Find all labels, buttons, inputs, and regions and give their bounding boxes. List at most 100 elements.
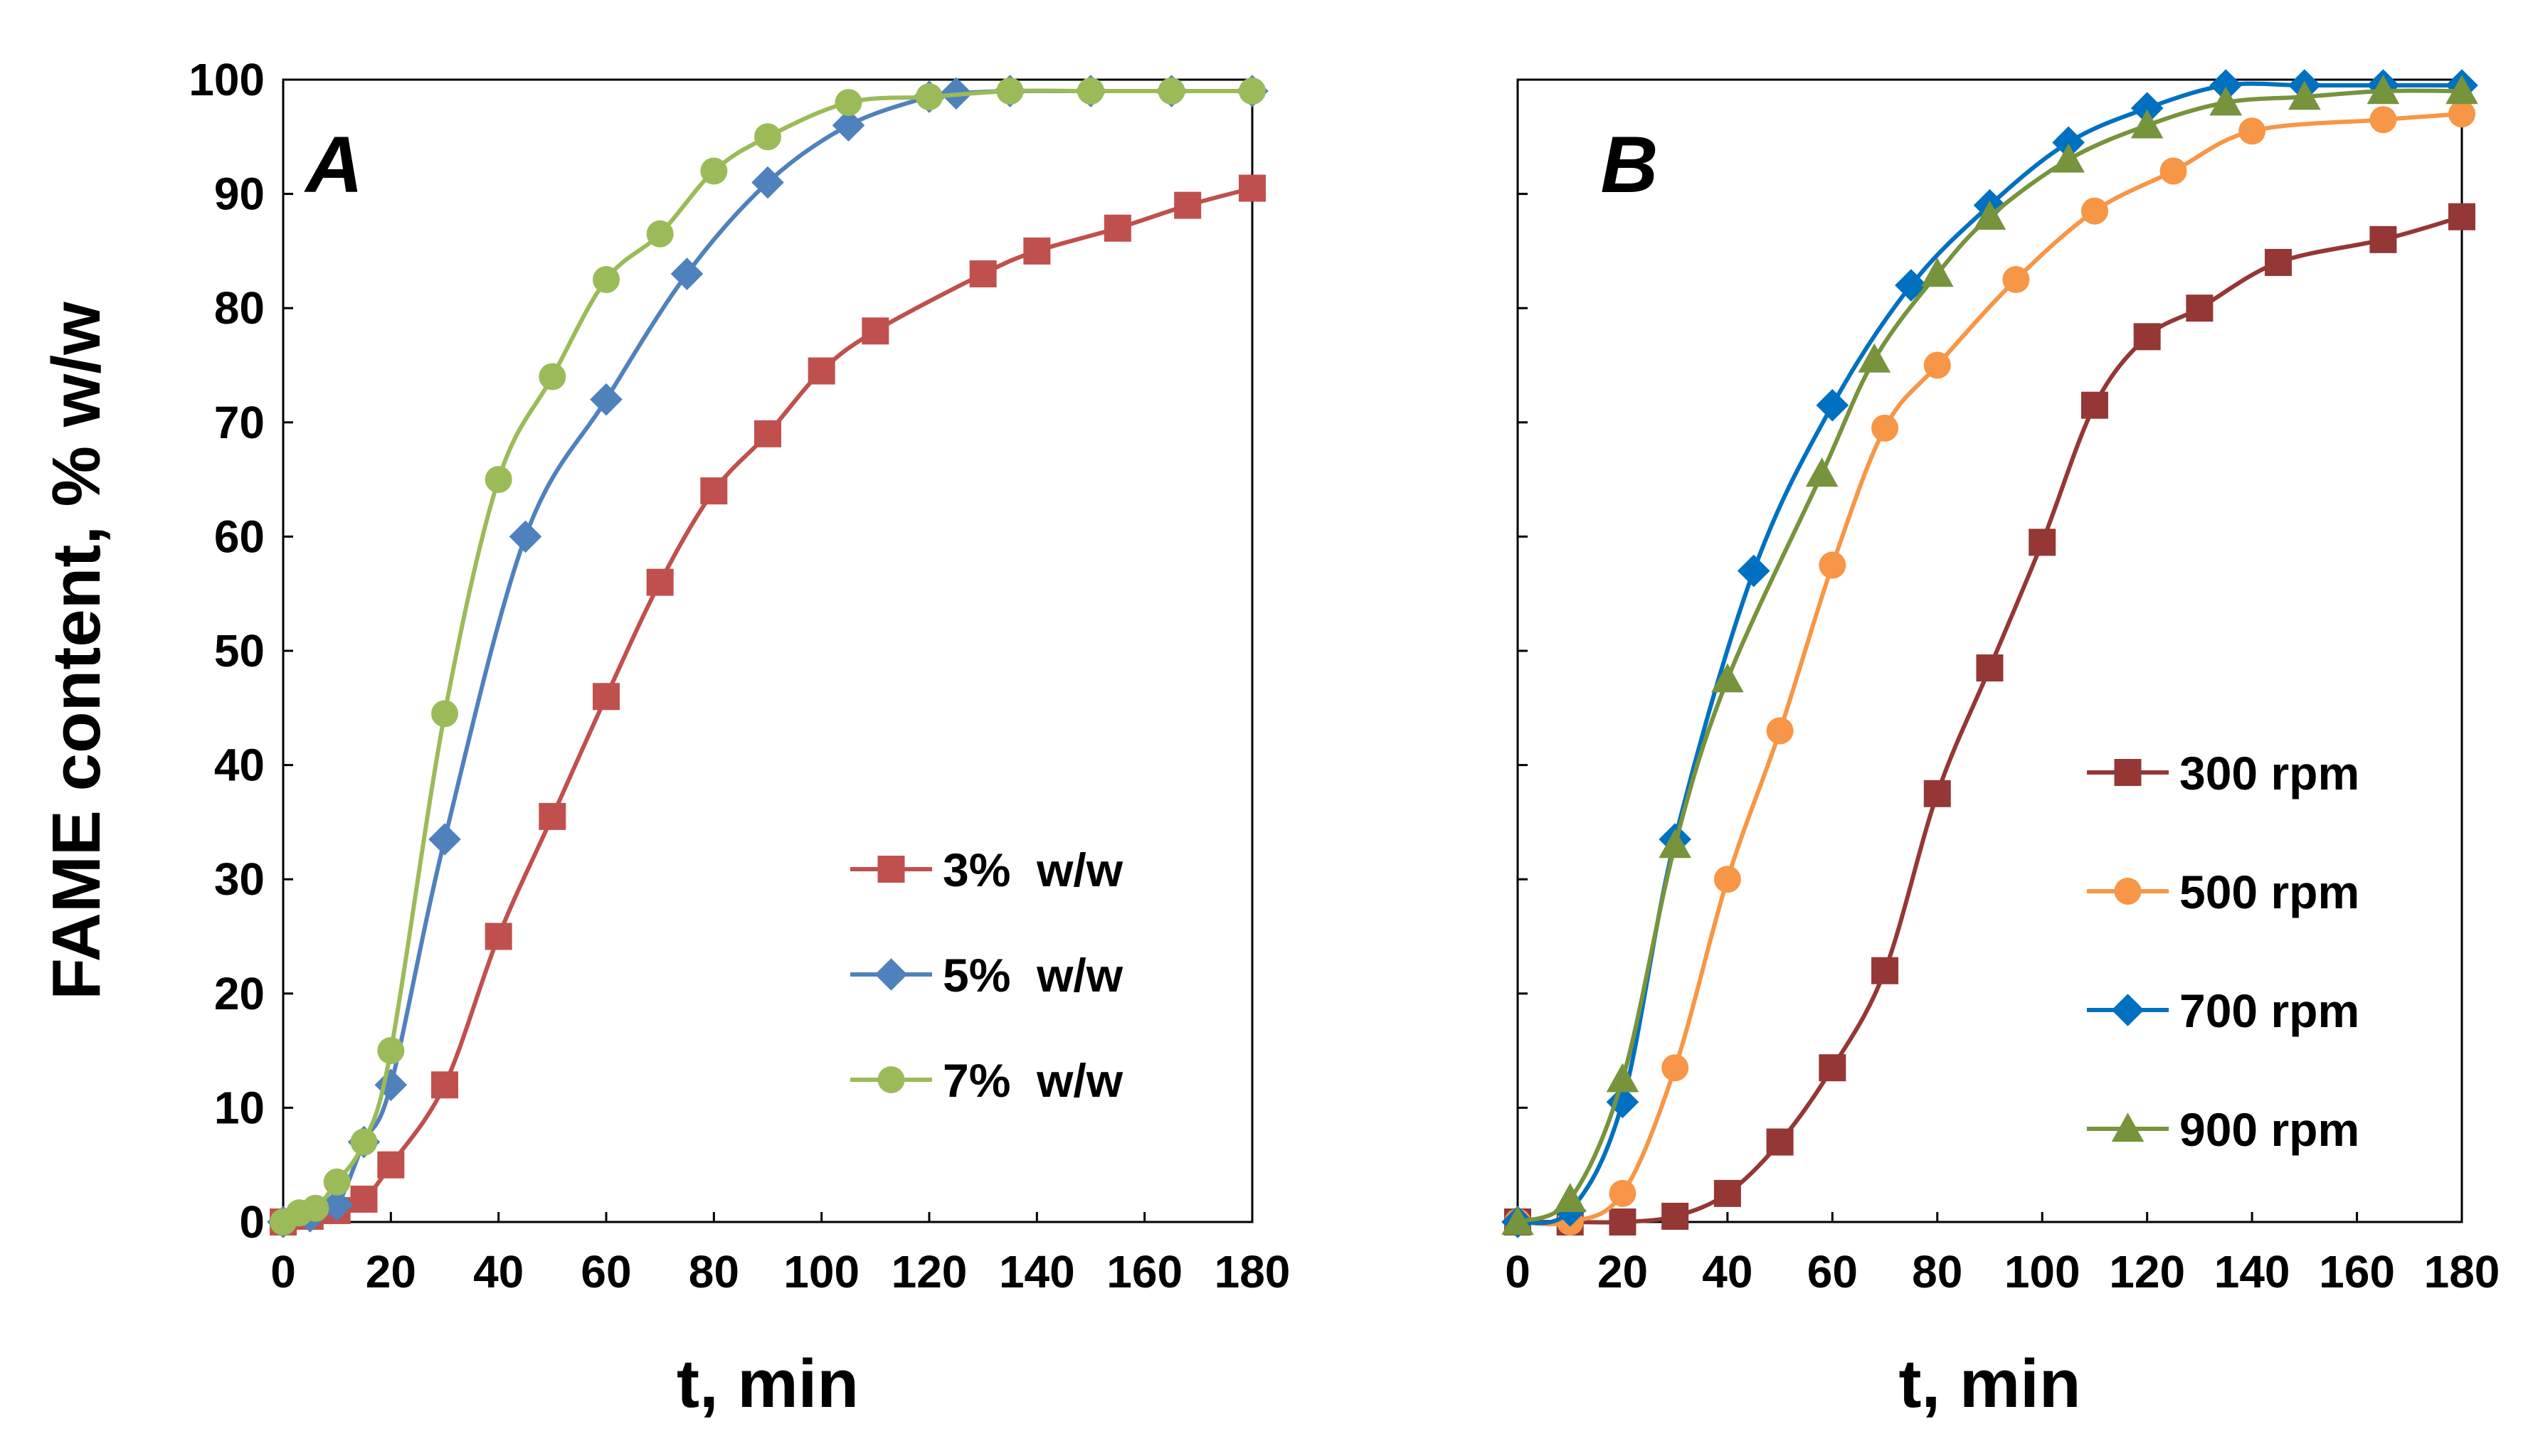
data-point xyxy=(700,157,728,185)
data-point xyxy=(1661,1054,1689,1082)
data-point xyxy=(2052,126,2085,159)
data-point xyxy=(862,317,889,345)
data-point xyxy=(1104,214,1131,242)
legend-marker xyxy=(877,856,905,883)
y-tick-label: 40 xyxy=(214,740,265,791)
data-point xyxy=(2209,69,2243,102)
data-point xyxy=(2133,323,2161,351)
x-tick-label: 60 xyxy=(1807,1246,1858,1297)
data-point xyxy=(2186,294,2214,322)
legend-label: 900 rpm xyxy=(2179,1103,2359,1156)
data-point xyxy=(1923,351,1951,379)
data-point xyxy=(1609,1179,1636,1207)
data-point xyxy=(593,266,620,294)
data-point xyxy=(2367,75,2400,105)
data-point xyxy=(431,1071,458,1099)
series-line xyxy=(1516,88,2463,1224)
series-line xyxy=(282,88,1252,1224)
data-point xyxy=(916,83,943,111)
data-point xyxy=(1923,780,1951,807)
data-point xyxy=(832,109,865,142)
legend-label: 3% w/w xyxy=(943,844,1123,896)
data-point xyxy=(1871,957,1899,984)
data-point xyxy=(2209,86,2243,116)
x-tick-label: 0 xyxy=(270,1246,296,1297)
x-tick-label: 180 xyxy=(2424,1246,2500,1297)
data-point xyxy=(593,683,620,711)
data-point xyxy=(1920,257,1954,287)
data-point xyxy=(1737,554,1770,588)
y-tick-label: 20 xyxy=(214,968,265,1019)
data-point xyxy=(2052,143,2085,173)
panel-letter: A xyxy=(304,120,364,209)
data-point xyxy=(1766,717,1794,745)
plot-frame xyxy=(282,78,1254,1223)
data-point xyxy=(1174,191,1202,219)
y-axis-title: FAME content, % w/w xyxy=(38,302,115,1000)
data-point xyxy=(2445,75,2478,105)
data-point xyxy=(1711,663,1744,693)
data-point xyxy=(590,383,623,416)
data-point xyxy=(1973,200,2006,230)
data-point xyxy=(377,1151,405,1179)
legend: 300 rpm 500 rpm 700 rpm 900 rpm xyxy=(2087,747,2359,1156)
data-point xyxy=(1606,1063,1639,1093)
legend-marker xyxy=(2114,759,2142,786)
data-point xyxy=(2159,157,2187,185)
x-tick-label: 100 xyxy=(2004,1246,2080,1297)
series-1 xyxy=(1504,100,2475,1236)
data-point xyxy=(1501,1206,1534,1236)
y-tick-label: 100 xyxy=(189,54,265,105)
data-point xyxy=(969,260,997,288)
x-tick-label: 20 xyxy=(1597,1246,1648,1297)
legend-marker xyxy=(874,958,908,991)
x-tick-label: 160 xyxy=(1106,1246,1183,1297)
data-point xyxy=(1871,414,1899,442)
data-point xyxy=(2029,528,2056,556)
data-point xyxy=(1713,866,1741,893)
data-point xyxy=(2264,248,2292,276)
data-point xyxy=(1023,237,1051,265)
data-point xyxy=(2238,117,2266,145)
data-point xyxy=(431,700,458,728)
data-point xyxy=(1659,829,1691,859)
x-tick-label: 80 xyxy=(1912,1246,1962,1297)
data-point xyxy=(2448,203,2475,230)
panel-b: 0 20 40 60 80 100 120 140 160 180 t, min B 300 rpm 50… xyxy=(1501,69,2500,1422)
data-point xyxy=(1976,654,2004,682)
legend-marker xyxy=(2111,994,2145,1026)
legend-label: 7% w/w xyxy=(943,1054,1123,1107)
y-tick-label: 70 xyxy=(214,397,265,448)
x-tick-label: 40 xyxy=(473,1246,524,1297)
data-point xyxy=(320,1189,354,1221)
data-point xyxy=(1816,388,1849,422)
x-tick-label: 120 xyxy=(2109,1246,2185,1297)
data-point xyxy=(646,220,674,248)
x-axis-title: t, min xyxy=(1899,1346,2081,1422)
x-tick-label: 120 xyxy=(892,1246,968,1297)
series-2 xyxy=(270,78,1266,1236)
x-axis-title: t, min xyxy=(677,1346,859,1422)
x-tick-label: 140 xyxy=(999,1246,1075,1297)
x-tick-label: 180 xyxy=(1215,1246,1291,1297)
data-point xyxy=(377,1037,405,1065)
data-point xyxy=(2369,106,2397,134)
data-point xyxy=(751,166,784,199)
data-point xyxy=(323,1168,351,1196)
data-point xyxy=(1713,1179,1741,1207)
data-point xyxy=(1553,1183,1587,1213)
panel-a: 0 10 20 30 40 50 60 70 80 90 100 0 20 40 60 80 100 120 140… xyxy=(38,54,1290,1422)
data-point xyxy=(754,123,781,151)
series-2 xyxy=(1501,69,2478,1238)
legend-label: 700 rpm xyxy=(2179,984,2359,1037)
data-point xyxy=(808,357,835,385)
legend-label: 300 rpm xyxy=(2179,747,2359,799)
data-point xyxy=(2002,266,2030,294)
y-tick-label: 80 xyxy=(214,282,265,334)
data-point xyxy=(302,1194,329,1222)
data-point xyxy=(485,923,512,950)
x-tick-label: 0 xyxy=(1505,1246,1530,1297)
series-line xyxy=(1517,81,2462,1226)
data-point xyxy=(2369,225,2397,253)
